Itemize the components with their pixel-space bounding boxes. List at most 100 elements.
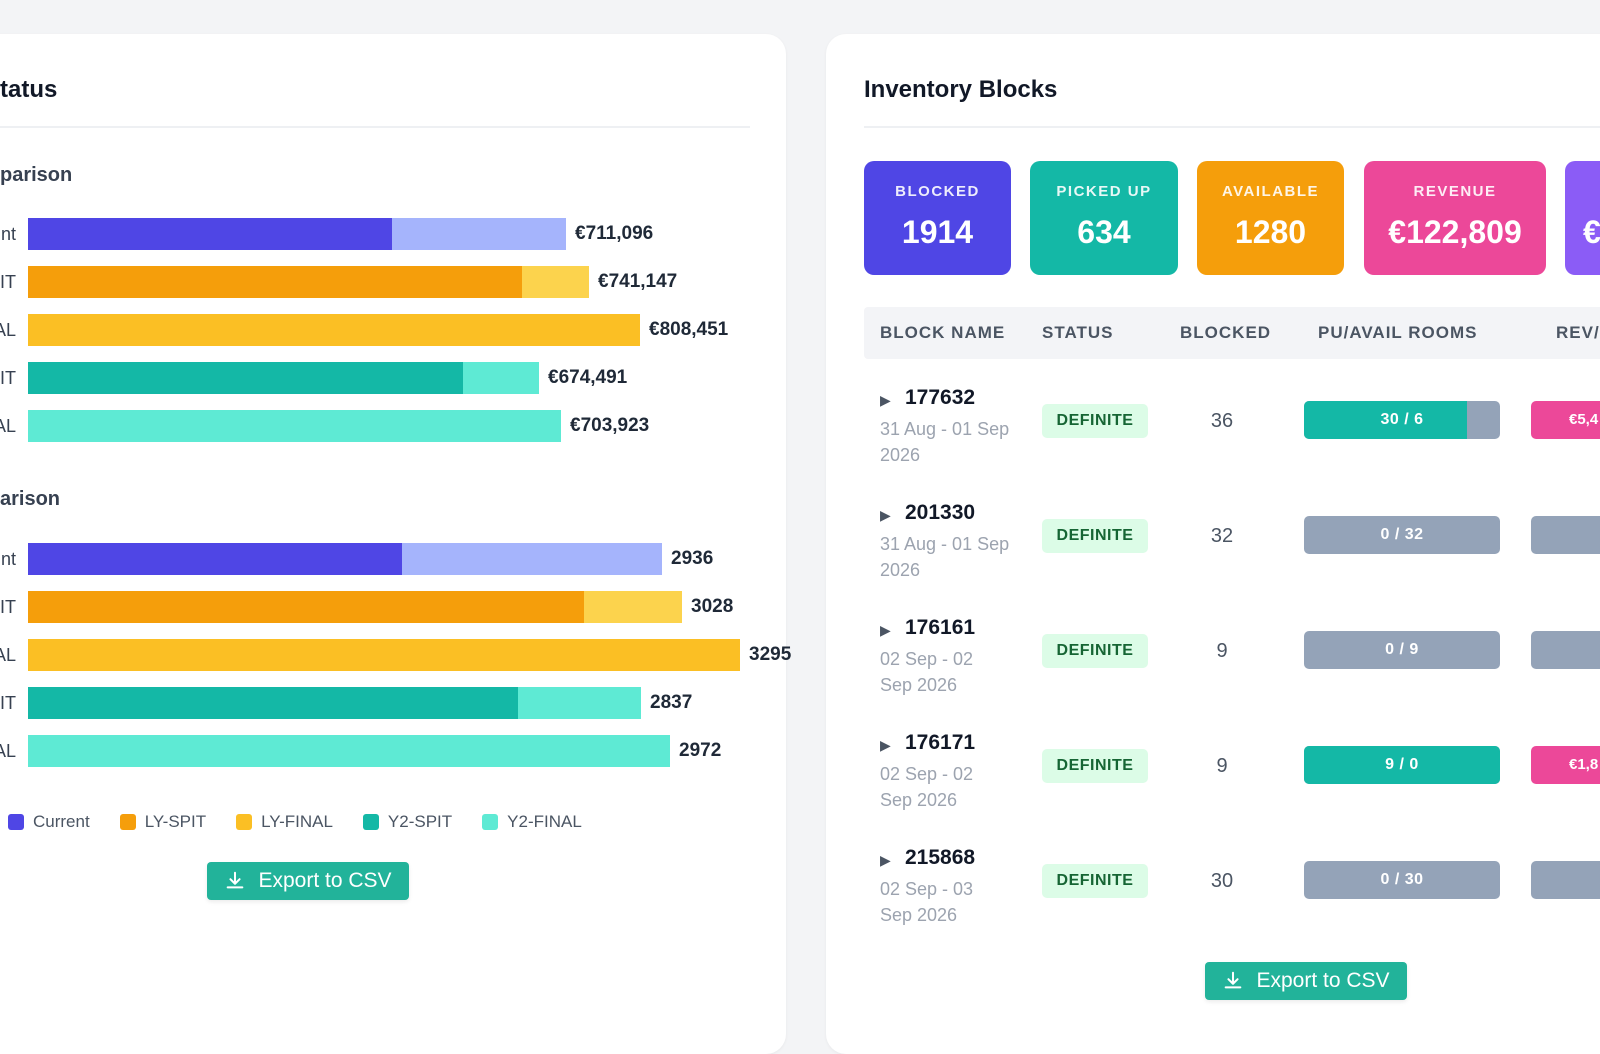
- blocked-count: 9: [1216, 640, 1228, 662]
- legend-item[interactable]: Y2-SPIT: [362, 812, 453, 832]
- bar-segment-current: [28, 687, 518, 719]
- rooms-progress-bar: 30 / 6: [1304, 401, 1500, 439]
- legend-item[interactable]: Current: [8, 812, 90, 832]
- download-icon: [1225, 971, 1242, 989]
- legend-swatch: [8, 814, 24, 830]
- table-row[interactable]: ▶ 215868 02 Sep - 03 Sep 2026 DEFINITE 30 0 /…: [864, 834, 1600, 948]
- bar-value-label: 3295: [749, 644, 792, 665]
- bar[interactable]: [28, 410, 561, 442]
- inventory-divider: [864, 126, 1600, 128]
- bar[interactable]: [28, 314, 640, 346]
- block-id: 177632: [905, 386, 976, 409]
- rooms-progress-bar: 0 / 9: [1304, 631, 1500, 669]
- status-badge: DEFINITE: [1042, 404, 1148, 438]
- block-dates: 31 Aug - 01 Sep 2026: [880, 419, 1010, 465]
- rooms-progress-label: 30 / 6: [1380, 411, 1424, 428]
- revenue-pill: €5,4: [1531, 401, 1600, 439]
- block-dates: 31 Aug - 01 Sep 2026: [880, 534, 1010, 580]
- column-header-pu-avail-rooms[interactable]: PU/AVAIL ROOMS: [1318, 323, 1478, 342]
- bar-row-label: IT: [0, 272, 16, 292]
- blocks-table-header: BLOCK NAME STATUS BLOCKED PU/AVAIL ROOMS…: [864, 307, 1600, 359]
- bar-value-label: €808,451: [649, 319, 729, 340]
- bar-value-label: 2837: [650, 692, 693, 713]
- bar[interactable]: [28, 639, 740, 671]
- stat-card: BLOCKED 1914: [864, 161, 1011, 275]
- revenue-pill: [1531, 861, 1600, 899]
- export-csv-label: Export to CSV: [1256, 969, 1390, 992]
- legend-swatch: [362, 814, 379, 830]
- bar-segment-current: [28, 362, 463, 394]
- expand-caret-icon[interactable]: ▶: [880, 507, 891, 523]
- expand-caret-icon[interactable]: ▶: [880, 622, 891, 638]
- bar[interactable]: [28, 735, 670, 767]
- bar-row-label: nt: [0, 549, 16, 569]
- expand-caret-icon[interactable]: ▶: [880, 852, 891, 868]
- revenue-pill: [1531, 631, 1600, 669]
- bar[interactable]: [28, 218, 566, 250]
- revenue-pill: [1531, 516, 1600, 554]
- export-csv-button-right[interactable]: Export to CSV: [1205, 962, 1407, 1000]
- bar-value-label: 2936: [671, 548, 714, 569]
- bar[interactable]: [28, 687, 641, 719]
- bar[interactable]: [28, 266, 589, 298]
- bar[interactable]: [28, 591, 682, 623]
- legend-label: Current: [33, 812, 90, 831]
- download-icon: [227, 871, 244, 889]
- stat-label: [1565, 183, 1600, 200]
- revenue-section-title: parison: [0, 164, 73, 186]
- bar-segment-current: [28, 266, 522, 298]
- stat-label: BLOCKED: [895, 183, 980, 200]
- chart-legend: Current LY-SPIT LY-FINAL Y2-SPIT Y2-FINAL: [8, 812, 612, 832]
- block-id: 215868: [905, 846, 976, 869]
- bar-row-label: IT: [0, 597, 16, 617]
- legend-label: Y2-FINAL: [507, 812, 582, 831]
- rooms-progress-label: 9 / 0: [1385, 756, 1419, 773]
- inventory-blocks-title: Inventory Blocks: [864, 76, 1058, 103]
- legend-swatch: [119, 814, 136, 830]
- blocked-count: 9: [1216, 755, 1228, 777]
- expand-caret-icon[interactable]: ▶: [880, 392, 891, 408]
- stat-label: REVENUE: [1413, 183, 1497, 200]
- bar-segment-current: [28, 591, 584, 623]
- comparison-card-title: tatus: [0, 76, 58, 103]
- bar-row-label: nt: [0, 224, 16, 244]
- expand-caret-icon[interactable]: ▶: [880, 737, 891, 753]
- rooms-progress-label: 0 / 9: [1385, 641, 1419, 658]
- bar-row-label: AL: [0, 741, 16, 761]
- bar[interactable]: [28, 543, 662, 575]
- bar-value-label: 2972: [679, 740, 722, 761]
- column-header-block-name[interactable]: BLOCK NAME: [880, 323, 1006, 342]
- table-row[interactable]: ▶ 177632 31 Aug - 01 Sep 2026 DEFINITE 36 30 …: [864, 374, 1600, 488]
- rooms-progress-label: 0 / 32: [1380, 526, 1424, 543]
- rooms-section-title: arison: [0, 488, 61, 510]
- legend-label: LY-FINAL: [261, 812, 333, 831]
- status-badge: DEFINITE: [1042, 634, 1148, 668]
- blocked-count: 30: [1210, 870, 1234, 892]
- block-dates: 02 Sep - 03 Sep 2026: [880, 879, 974, 925]
- table-row[interactable]: ▶ 201330 31 Aug - 01 Sep 2026 DEFINITE 32 0 /…: [864, 489, 1600, 603]
- block-id: 176171: [905, 731, 976, 754]
- column-header-revenue[interactable]: REV/: [1556, 323, 1600, 342]
- column-header-blocked[interactable]: BLOCKED: [1180, 323, 1272, 342]
- stat-card: AVAILABLE 1280: [1197, 161, 1344, 275]
- bar-row-label: IT: [0, 693, 16, 713]
- bar[interactable]: [28, 362, 539, 394]
- bar-value-label: €703,923: [570, 415, 650, 436]
- bar-segment-current: [28, 543, 402, 575]
- status-badge: DEFINITE: [1042, 749, 1148, 783]
- column-header-status[interactable]: STATUS: [1042, 323, 1114, 342]
- legend-item[interactable]: LY-SPIT: [119, 812, 206, 832]
- table-row[interactable]: ▶ 176161 02 Sep - 02 Sep 2026 DEFINITE 9 0 / …: [864, 604, 1600, 718]
- block-id: 201330: [905, 501, 976, 524]
- legend-item[interactable]: Y2-FINAL: [482, 812, 582, 832]
- legend-label: Y2-SPIT: [387, 812, 453, 831]
- rooms-progress-label: 0 / 30: [1380, 871, 1424, 888]
- bar-value-label: €741,147: [598, 271, 678, 292]
- blocked-count: 32: [1210, 525, 1234, 547]
- bar-value-label: €711,096: [575, 223, 654, 244]
- legend-item[interactable]: LY-FINAL: [236, 812, 333, 832]
- export-csv-button-left[interactable]: Export to CSV: [207, 862, 409, 900]
- stat-card: REVENUE €122,809: [1364, 161, 1546, 275]
- bar-value-label: 3028: [691, 596, 734, 617]
- table-row[interactable]: ▶ 176171 02 Sep - 02 Sep 2026 DEFINITE 9 9 / …: [864, 719, 1600, 833]
